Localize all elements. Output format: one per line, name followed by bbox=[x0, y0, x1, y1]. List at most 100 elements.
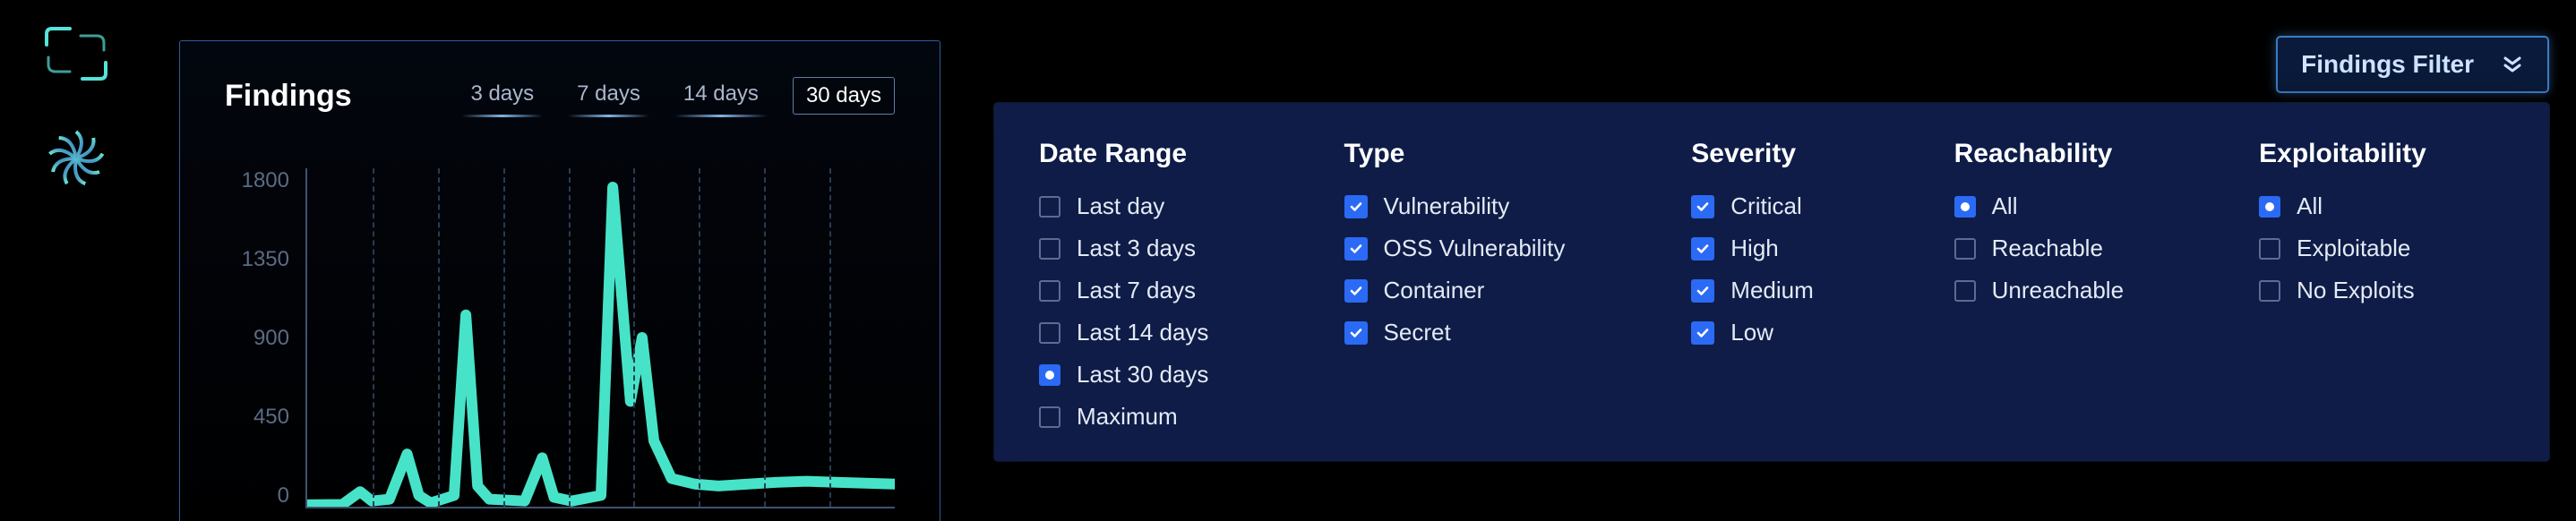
radio-icon bbox=[1039, 238, 1060, 260]
filter-option-low[interactable]: Low bbox=[1691, 319, 1945, 346]
findings-filter-label: Findings Filter bbox=[2301, 50, 2474, 79]
filter-option-last-14-days[interactable]: Last 14 days bbox=[1039, 319, 1335, 346]
range-tab-30-days[interactable]: 30 days bbox=[793, 77, 895, 115]
chart-gridline bbox=[373, 168, 374, 507]
findings-panel: Findings 3 days 7 days 14 days 30 days 1800… bbox=[179, 40, 940, 521]
filter-option-label: All bbox=[1992, 192, 2018, 220]
radio-icon bbox=[1954, 280, 1976, 302]
radio-icon bbox=[1039, 322, 1060, 344]
filter-option-label: Container bbox=[1384, 277, 1485, 304]
chart-gridline bbox=[503, 168, 505, 507]
filter-option-label: All bbox=[2297, 192, 2323, 220]
checkbox-icon bbox=[1344, 321, 1368, 345]
filter-option-high[interactable]: High bbox=[1691, 235, 1945, 262]
checkbox-icon bbox=[1691, 321, 1714, 345]
filter-heading: Reachability bbox=[1954, 139, 2251, 169]
chart-gridline bbox=[699, 168, 700, 507]
chart-gridline bbox=[764, 168, 766, 507]
filter-option-all[interactable]: All bbox=[2259, 192, 2504, 220]
filter-option-label: Secret bbox=[1384, 319, 1451, 346]
filter-option-label: No Exploits bbox=[2297, 277, 2415, 304]
filter-option-label: Critical bbox=[1730, 192, 1801, 220]
checkbox-icon bbox=[1344, 237, 1368, 260]
filter-option-medium[interactable]: Medium bbox=[1691, 277, 1945, 304]
filter-heading: Type bbox=[1344, 139, 1683, 169]
filter-option-vulnerability[interactable]: Vulnerability bbox=[1344, 192, 1683, 220]
filter-option-last-30-days[interactable]: Last 30 days bbox=[1039, 361, 1335, 389]
filter-option-reachable[interactable]: Reachable bbox=[1954, 235, 2251, 262]
filter-option-exploitable[interactable]: Exploitable bbox=[2259, 235, 2504, 262]
filter-option-container[interactable]: Container bbox=[1344, 277, 1683, 304]
radio-icon bbox=[2259, 280, 2280, 302]
checkbox-icon bbox=[1344, 279, 1368, 303]
filter-option-label: Medium bbox=[1730, 277, 1813, 304]
y-tick-label: 450 bbox=[253, 405, 289, 430]
radio-icon bbox=[2259, 196, 2280, 218]
radio-icon bbox=[1039, 406, 1060, 428]
filter-option-critical[interactable]: Critical bbox=[1691, 192, 1945, 220]
filter-heading: Date Range bbox=[1039, 139, 1335, 169]
filter-option-oss-vulnerability[interactable]: OSS Vulnerability bbox=[1344, 235, 1683, 262]
filter-option-label: Low bbox=[1730, 319, 1773, 346]
filter-option-label: Last day bbox=[1077, 192, 1164, 220]
findings-header: Findings 3 days 7 days 14 days 30 days bbox=[225, 77, 895, 115]
filter-option-label: Unreachable bbox=[1992, 277, 2124, 304]
filter-option-label: Maximum bbox=[1077, 403, 1178, 431]
findings-filter-button[interactable]: Findings Filter bbox=[2276, 36, 2549, 93]
chart-gridline bbox=[438, 168, 440, 507]
filter-column-reachability: Reachability All Reachable Unreachable bbox=[1954, 139, 2251, 425]
spiral-icon bbox=[43, 125, 109, 192]
radio-icon bbox=[1039, 280, 1060, 302]
filter-option-label: OSS Vulnerability bbox=[1384, 235, 1566, 262]
filter-option-label: Last 7 days bbox=[1077, 277, 1196, 304]
filter-column-date-range: Date Range Last day Last 3 days Last 7 days… bbox=[1039, 139, 1335, 425]
filter-option-maximum[interactable]: Maximum bbox=[1039, 403, 1335, 431]
range-tab-3-days[interactable]: 3 days bbox=[461, 78, 543, 114]
findings-filter-panel: Date Range Last day Last 3 days Last 7 days… bbox=[994, 103, 2549, 461]
filter-heading: Exploitability bbox=[2259, 139, 2504, 169]
range-tab-14-days[interactable]: 14 days bbox=[674, 78, 768, 114]
filter-option-all[interactable]: All bbox=[1954, 192, 2251, 220]
radio-icon bbox=[1039, 364, 1060, 386]
filter-option-label: High bbox=[1730, 235, 1778, 262]
left-icon-column bbox=[36, 27, 116, 192]
filter-column-severity: Severity Critical High Medium Low bbox=[1691, 139, 1945, 425]
y-tick-label: 900 bbox=[253, 326, 289, 351]
findings-title: Findings bbox=[225, 79, 352, 114]
filter-heading: Severity bbox=[1691, 139, 1945, 169]
chart-gridline bbox=[633, 168, 635, 507]
range-tab-7-days[interactable]: 7 days bbox=[568, 78, 649, 114]
filter-option-label: Exploitable bbox=[2297, 235, 2410, 262]
checkbox-icon bbox=[1344, 195, 1368, 218]
filter-option-last-7-days[interactable]: Last 7 days bbox=[1039, 277, 1335, 304]
chart-gridline bbox=[569, 168, 571, 507]
filter-option-last-day[interactable]: Last day bbox=[1039, 192, 1335, 220]
radio-icon bbox=[1954, 238, 1976, 260]
radio-icon bbox=[1039, 196, 1060, 218]
filter-option-label: Vulnerability bbox=[1384, 192, 1510, 220]
chart-y-axis: 1800 1350 900 450 0 bbox=[225, 168, 305, 508]
chart-plot-area bbox=[305, 168, 895, 508]
findings-chart: 1800 1350 900 450 0 bbox=[225, 168, 895, 508]
filter-option-label: Reachable bbox=[1992, 235, 2103, 262]
filter-option-last-3-days[interactable]: Last 3 days bbox=[1039, 235, 1335, 262]
bracket-icon bbox=[45, 27, 107, 81]
y-tick-label: 1800 bbox=[242, 168, 289, 193]
range-tabs: 3 days 7 days 14 days 30 days bbox=[461, 77, 895, 115]
chart-gridline bbox=[829, 168, 831, 507]
filter-option-label: Last 14 days bbox=[1077, 319, 1208, 346]
y-tick-label: 1350 bbox=[242, 247, 289, 272]
radio-icon bbox=[2259, 238, 2280, 260]
filter-option-no-exploits[interactable]: No Exploits bbox=[2259, 277, 2504, 304]
filter-column-exploitability: Exploitability All Exploitable No Exploits bbox=[2259, 139, 2504, 425]
filter-option-secret[interactable]: Secret bbox=[1344, 319, 1683, 346]
checkbox-icon bbox=[1691, 279, 1714, 303]
filter-column-type: Type Vulnerability OSS Vulnerability Contai… bbox=[1344, 139, 1683, 425]
filter-option-label: Last 3 days bbox=[1077, 235, 1196, 262]
filter-option-unreachable[interactable]: Unreachable bbox=[1954, 277, 2251, 304]
y-tick-label: 0 bbox=[278, 483, 289, 508]
filter-option-label: Last 30 days bbox=[1077, 361, 1208, 389]
radio-icon bbox=[1954, 196, 1976, 218]
chevron-double-down-icon bbox=[2501, 53, 2524, 76]
chart-line bbox=[307, 187, 895, 505]
